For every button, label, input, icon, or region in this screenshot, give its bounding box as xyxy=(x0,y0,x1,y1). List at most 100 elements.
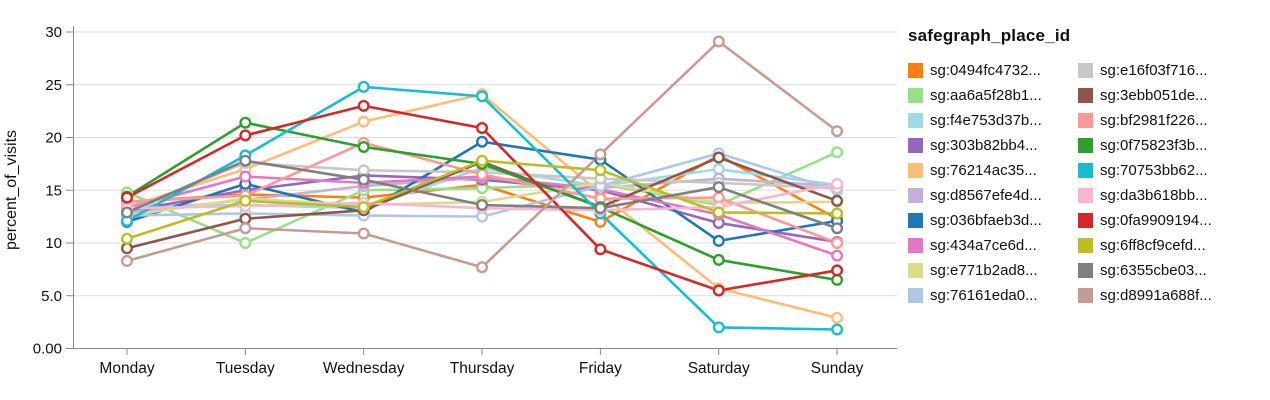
data-point xyxy=(712,234,725,247)
data-point xyxy=(357,173,370,186)
legend-item-label: sg:d8567efe4d... xyxy=(930,187,1042,204)
data-point xyxy=(831,273,844,286)
legend-item: sg:76214ac35... xyxy=(908,158,1078,183)
legend-item-label: sg:303b82bb4... xyxy=(930,137,1038,154)
legend-item: sg:da3b618bb... xyxy=(1078,183,1212,208)
legend-item-label: sg:70753bb62... xyxy=(1100,162,1208,179)
data-point xyxy=(239,116,252,129)
data-point xyxy=(712,321,725,334)
data-point xyxy=(239,154,252,167)
data-point xyxy=(357,80,370,93)
data-point xyxy=(357,140,370,153)
data-point xyxy=(239,170,252,183)
legend-swatch-icon xyxy=(1078,113,1093,128)
legend: safegraph_place_id sg:0494fc4732... sg:aa… xyxy=(908,26,1212,308)
x-axis-tick-label: Friday xyxy=(579,360,622,377)
legend-item: sg:76161eda0... xyxy=(908,283,1078,308)
legend-swatch-icon xyxy=(1078,88,1093,103)
legend-item-label: sg:bf2981f226... xyxy=(1100,112,1208,129)
y-axis-tick-label: 0.00 xyxy=(33,341,62,358)
legend-item-label: sg:3ebb051de... xyxy=(1100,87,1208,104)
y-axis-tick-label: 30 xyxy=(45,24,62,41)
legend-swatch-icon xyxy=(908,138,923,153)
legend-item: sg:bf2981f226... xyxy=(1078,108,1212,133)
legend-item-label: sg:0fa9909194... xyxy=(1100,212,1212,229)
data-point xyxy=(476,135,489,148)
legend-swatch-icon xyxy=(908,188,923,203)
legend-item: sg:6355cbe03... xyxy=(1078,258,1212,283)
data-point xyxy=(476,261,489,274)
x-axis-tick-label: Sunday xyxy=(811,360,864,377)
legend-item-label: sg:76161eda0... xyxy=(930,287,1038,304)
data-point xyxy=(712,253,725,266)
legend-swatch-icon xyxy=(1078,163,1093,178)
legend-item: sg:0f75823f3b... xyxy=(1078,133,1212,158)
legend-item: sg:3ebb051de... xyxy=(1078,83,1212,108)
data-point xyxy=(712,35,725,48)
y-axis-tick-label: 15 xyxy=(45,182,62,199)
data-point xyxy=(831,249,844,262)
y-axis-tick-label: 5.0 xyxy=(41,288,62,305)
legend-item: sg:0fa9909194... xyxy=(1078,208,1212,233)
legend-swatch-icon xyxy=(1078,238,1093,253)
legend-item-label: sg:0494fc4732... xyxy=(930,62,1041,79)
data-point xyxy=(594,202,607,215)
legend-item-label: sg:aa6a5f28b1... xyxy=(930,87,1042,104)
legend-item-label: sg:0f75823f3b... xyxy=(1100,137,1208,154)
data-point xyxy=(120,254,133,267)
legend-item-label: sg:da3b618bb... xyxy=(1100,187,1208,204)
legend-swatch-icon xyxy=(1078,213,1093,228)
data-point xyxy=(239,129,252,142)
data-point xyxy=(712,284,725,297)
data-point xyxy=(357,99,370,112)
x-axis-tick-label: Tuesday xyxy=(216,360,275,377)
data-point xyxy=(831,311,844,324)
x-axis-tick-label: Saturday xyxy=(688,360,750,377)
data-point xyxy=(120,191,133,204)
x-axis-tick-label: Wednesday xyxy=(323,360,405,377)
legend-item: sg:f4e753d37b... xyxy=(908,108,1078,133)
data-point xyxy=(831,125,844,138)
data-point xyxy=(239,222,252,235)
data-point xyxy=(239,236,252,249)
data-point xyxy=(120,242,133,255)
data-point xyxy=(120,232,133,245)
series-line xyxy=(125,40,839,269)
legend-item-label: sg:6ff8cf9cefd... xyxy=(1100,237,1206,254)
legend-swatch-icon xyxy=(1078,138,1093,153)
legend-item: sg:303b82bb4... xyxy=(908,133,1078,158)
legend-swatch-icon xyxy=(908,163,923,178)
data-point xyxy=(476,154,489,167)
data-point xyxy=(476,168,489,181)
data-point xyxy=(831,194,844,207)
data-point xyxy=(120,206,133,219)
legend-item-label: sg:e771b2ad8... xyxy=(930,262,1038,279)
legend-grid: sg:0494fc4732... sg:aa6a5f28b1... sg:f4e75… xyxy=(908,58,1212,308)
data-point xyxy=(476,199,489,212)
legend-item: sg:d8991a688f... xyxy=(1078,283,1212,308)
y-axis-tick-label: 10 xyxy=(45,235,62,252)
data-point xyxy=(712,191,725,204)
data-point xyxy=(831,146,844,159)
legend-item-label: sg:d8991a688f... xyxy=(1100,287,1212,304)
data-point xyxy=(239,212,252,225)
data-point xyxy=(357,164,370,177)
data-point xyxy=(831,236,844,249)
legend-item: sg:70753bb62... xyxy=(1078,158,1212,183)
legend-item: sg:434a7ce6d... xyxy=(908,233,1078,258)
legend-item: sg:e771b2ad8... xyxy=(908,258,1078,283)
data-point xyxy=(831,222,844,235)
y-axis-tick-label: 20 xyxy=(45,130,62,147)
legend-title: safegraph_place_id xyxy=(908,26,1071,45)
legend-swatch-icon xyxy=(908,288,923,303)
legend-swatch-icon xyxy=(908,263,923,278)
legend-swatch-icon xyxy=(1078,263,1093,278)
data-point xyxy=(594,164,607,177)
legend-swatch-icon xyxy=(908,238,923,253)
data-point xyxy=(831,177,844,190)
data-point xyxy=(712,163,725,176)
x-axis-tick-label: Thursday xyxy=(450,360,515,377)
data-point xyxy=(712,206,725,219)
data-point xyxy=(831,207,844,220)
data-point xyxy=(831,323,844,336)
